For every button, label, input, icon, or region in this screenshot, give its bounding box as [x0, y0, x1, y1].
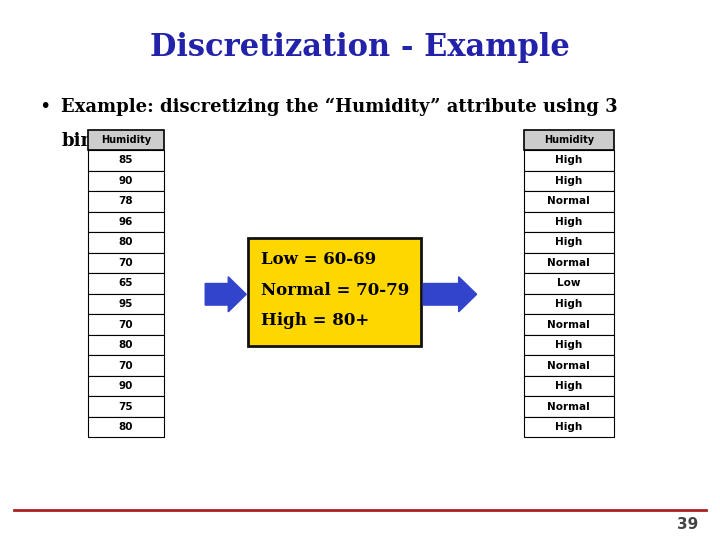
- Text: Humidity: Humidity: [544, 135, 594, 145]
- Bar: [89, 171, 164, 191]
- Bar: [89, 212, 164, 232]
- Text: High: High: [555, 422, 582, 432]
- Text: 80: 80: [119, 340, 133, 350]
- Text: Humidity: Humidity: [101, 135, 151, 145]
- Bar: [524, 232, 614, 253]
- Bar: [89, 355, 164, 376]
- Text: Discretization - Example: Discretization - Example: [150, 32, 570, 63]
- Text: High: High: [555, 217, 582, 227]
- Text: 70: 70: [119, 258, 133, 268]
- Text: 90: 90: [119, 381, 133, 391]
- Text: High: High: [555, 340, 582, 350]
- Text: Normal: Normal: [547, 197, 590, 206]
- Bar: [524, 212, 614, 232]
- Text: High = 80+: High = 80+: [261, 313, 369, 329]
- Bar: [524, 171, 614, 191]
- Text: Normal: Normal: [547, 402, 590, 411]
- Text: Normal: Normal: [547, 320, 590, 329]
- Text: 80: 80: [119, 238, 133, 247]
- Bar: [89, 253, 164, 273]
- Text: 65: 65: [119, 279, 133, 288]
- Text: 90: 90: [119, 176, 133, 186]
- Bar: [89, 273, 164, 294]
- Text: High: High: [555, 238, 582, 247]
- Bar: [89, 232, 164, 253]
- FancyArrow shape: [423, 276, 477, 312]
- Text: 75: 75: [119, 402, 133, 411]
- Bar: [524, 335, 614, 355]
- Bar: [524, 314, 614, 335]
- Bar: [524, 355, 614, 376]
- Text: High: High: [555, 176, 582, 186]
- Text: 39: 39: [677, 517, 698, 532]
- Bar: [524, 417, 614, 437]
- Text: 78: 78: [119, 197, 133, 206]
- Bar: [89, 294, 164, 314]
- Text: 70: 70: [119, 320, 133, 329]
- Bar: [89, 335, 164, 355]
- Bar: [524, 396, 614, 417]
- Text: •: •: [40, 97, 51, 116]
- Text: 70: 70: [119, 361, 133, 370]
- Bar: [248, 238, 421, 346]
- Text: Normal = 70-79: Normal = 70-79: [261, 281, 410, 299]
- Bar: [89, 130, 164, 150]
- Text: Normal: Normal: [547, 361, 590, 370]
- Text: Example: discretizing the “Humidity” attribute using 3: Example: discretizing the “Humidity” att…: [61, 97, 618, 116]
- Text: 80: 80: [119, 422, 133, 432]
- Text: 85: 85: [119, 156, 133, 165]
- Text: bins.: bins.: [61, 132, 110, 150]
- Bar: [524, 273, 614, 294]
- Text: 95: 95: [119, 299, 133, 309]
- Text: High: High: [555, 381, 582, 391]
- Bar: [89, 417, 164, 437]
- Bar: [89, 191, 164, 212]
- Text: High: High: [555, 299, 582, 309]
- Text: Normal: Normal: [547, 258, 590, 268]
- Text: 96: 96: [119, 217, 133, 227]
- Bar: [524, 191, 614, 212]
- Bar: [524, 253, 614, 273]
- Bar: [89, 150, 164, 171]
- Bar: [524, 294, 614, 314]
- Text: Low = 60-69: Low = 60-69: [261, 251, 377, 268]
- Text: High: High: [555, 156, 582, 165]
- Bar: [89, 376, 164, 396]
- Text: Low: Low: [557, 279, 580, 288]
- FancyArrow shape: [205, 276, 246, 312]
- Bar: [524, 376, 614, 396]
- Bar: [89, 396, 164, 417]
- Bar: [524, 130, 614, 150]
- Bar: [524, 150, 614, 171]
- Bar: [89, 314, 164, 335]
